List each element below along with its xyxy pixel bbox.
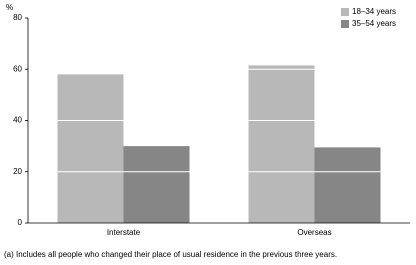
y-tick-label: 80 xyxy=(13,13,22,22)
x-tick-label: Interstate xyxy=(107,228,141,237)
legend-swatch xyxy=(341,20,349,28)
legend-label: 18–34 years xyxy=(352,7,396,16)
bar xyxy=(314,147,381,223)
x-tick-label: Overseas xyxy=(297,228,331,237)
y-axis-label: % xyxy=(6,3,13,12)
bar xyxy=(123,146,190,223)
legend-swatch xyxy=(341,8,349,16)
y-tick-label: 0 xyxy=(18,218,23,227)
bar xyxy=(57,74,124,223)
y-tick-label: 60 xyxy=(13,64,22,73)
bar xyxy=(248,65,315,223)
footnote: (a) Includes all people who changed thei… xyxy=(4,250,337,259)
legend-label: 35–54 years xyxy=(352,19,396,28)
y-tick-label: 40 xyxy=(13,116,22,125)
y-tick-label: 20 xyxy=(13,167,22,176)
